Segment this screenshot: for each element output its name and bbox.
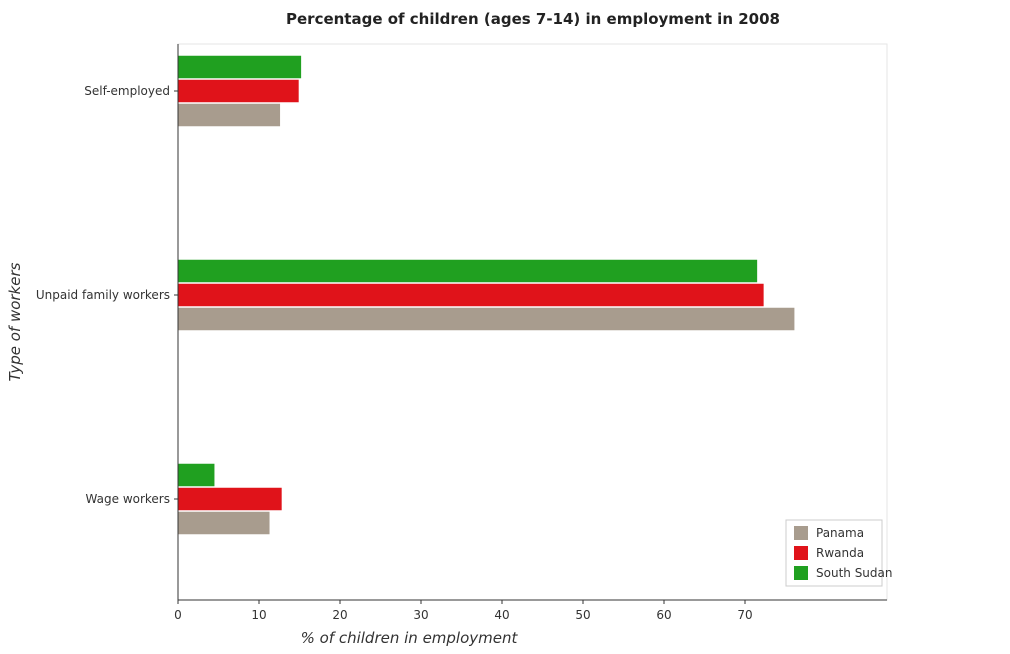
bar-south-sudan-wage-workers [178, 463, 215, 487]
y-tick-label: Unpaid family workers [36, 288, 170, 302]
chart-title: Percentage of children (ages 7-14) in em… [286, 10, 780, 28]
bar-panama-wage-workers [178, 511, 270, 535]
bar-panama-self-employed [178, 103, 281, 127]
legend-swatch [794, 526, 808, 540]
x-tick-label: 50 [575, 608, 590, 622]
bar-south-sudan-unpaid-family-workers [178, 259, 758, 283]
y-tick-label: Wage workers [86, 492, 170, 506]
legend-label: Panama [816, 526, 864, 540]
bar-panama-unpaid-family-workers [178, 307, 795, 331]
bar-rwanda-unpaid-family-workers [178, 283, 764, 307]
legend-label: Rwanda [816, 546, 864, 560]
x-tick-label: 40 [494, 608, 509, 622]
x-tick-label: 70 [737, 608, 752, 622]
y-axis-label: Type of workers [6, 262, 24, 381]
legend-swatch [794, 546, 808, 560]
y-axis: Self-employed Unpaid family workers Wage w… [36, 44, 179, 600]
x-tick-label: 60 [656, 608, 671, 622]
x-tick-label: 20 [332, 608, 347, 622]
x-tick-label: 30 [413, 608, 428, 622]
legend-label: South Sudan [816, 566, 893, 580]
bars-layer [178, 55, 795, 535]
legend: Panama Rwanda South Sudan [785, 519, 893, 587]
bar-south-sudan-self-employed [178, 55, 302, 79]
x-tick-label: 0 [174, 608, 182, 622]
bar-rwanda-self-employed [178, 79, 299, 103]
legend-swatch [794, 566, 808, 580]
x-axis-label: % of children in employment [301, 629, 519, 647]
y-tick-label: Self-employed [84, 84, 170, 98]
x-axis: 0 10 20 30 40 50 60 70 [174, 599, 887, 622]
bar-rwanda-wage-workers [178, 487, 282, 511]
x-tick-label: 10 [251, 608, 266, 622]
